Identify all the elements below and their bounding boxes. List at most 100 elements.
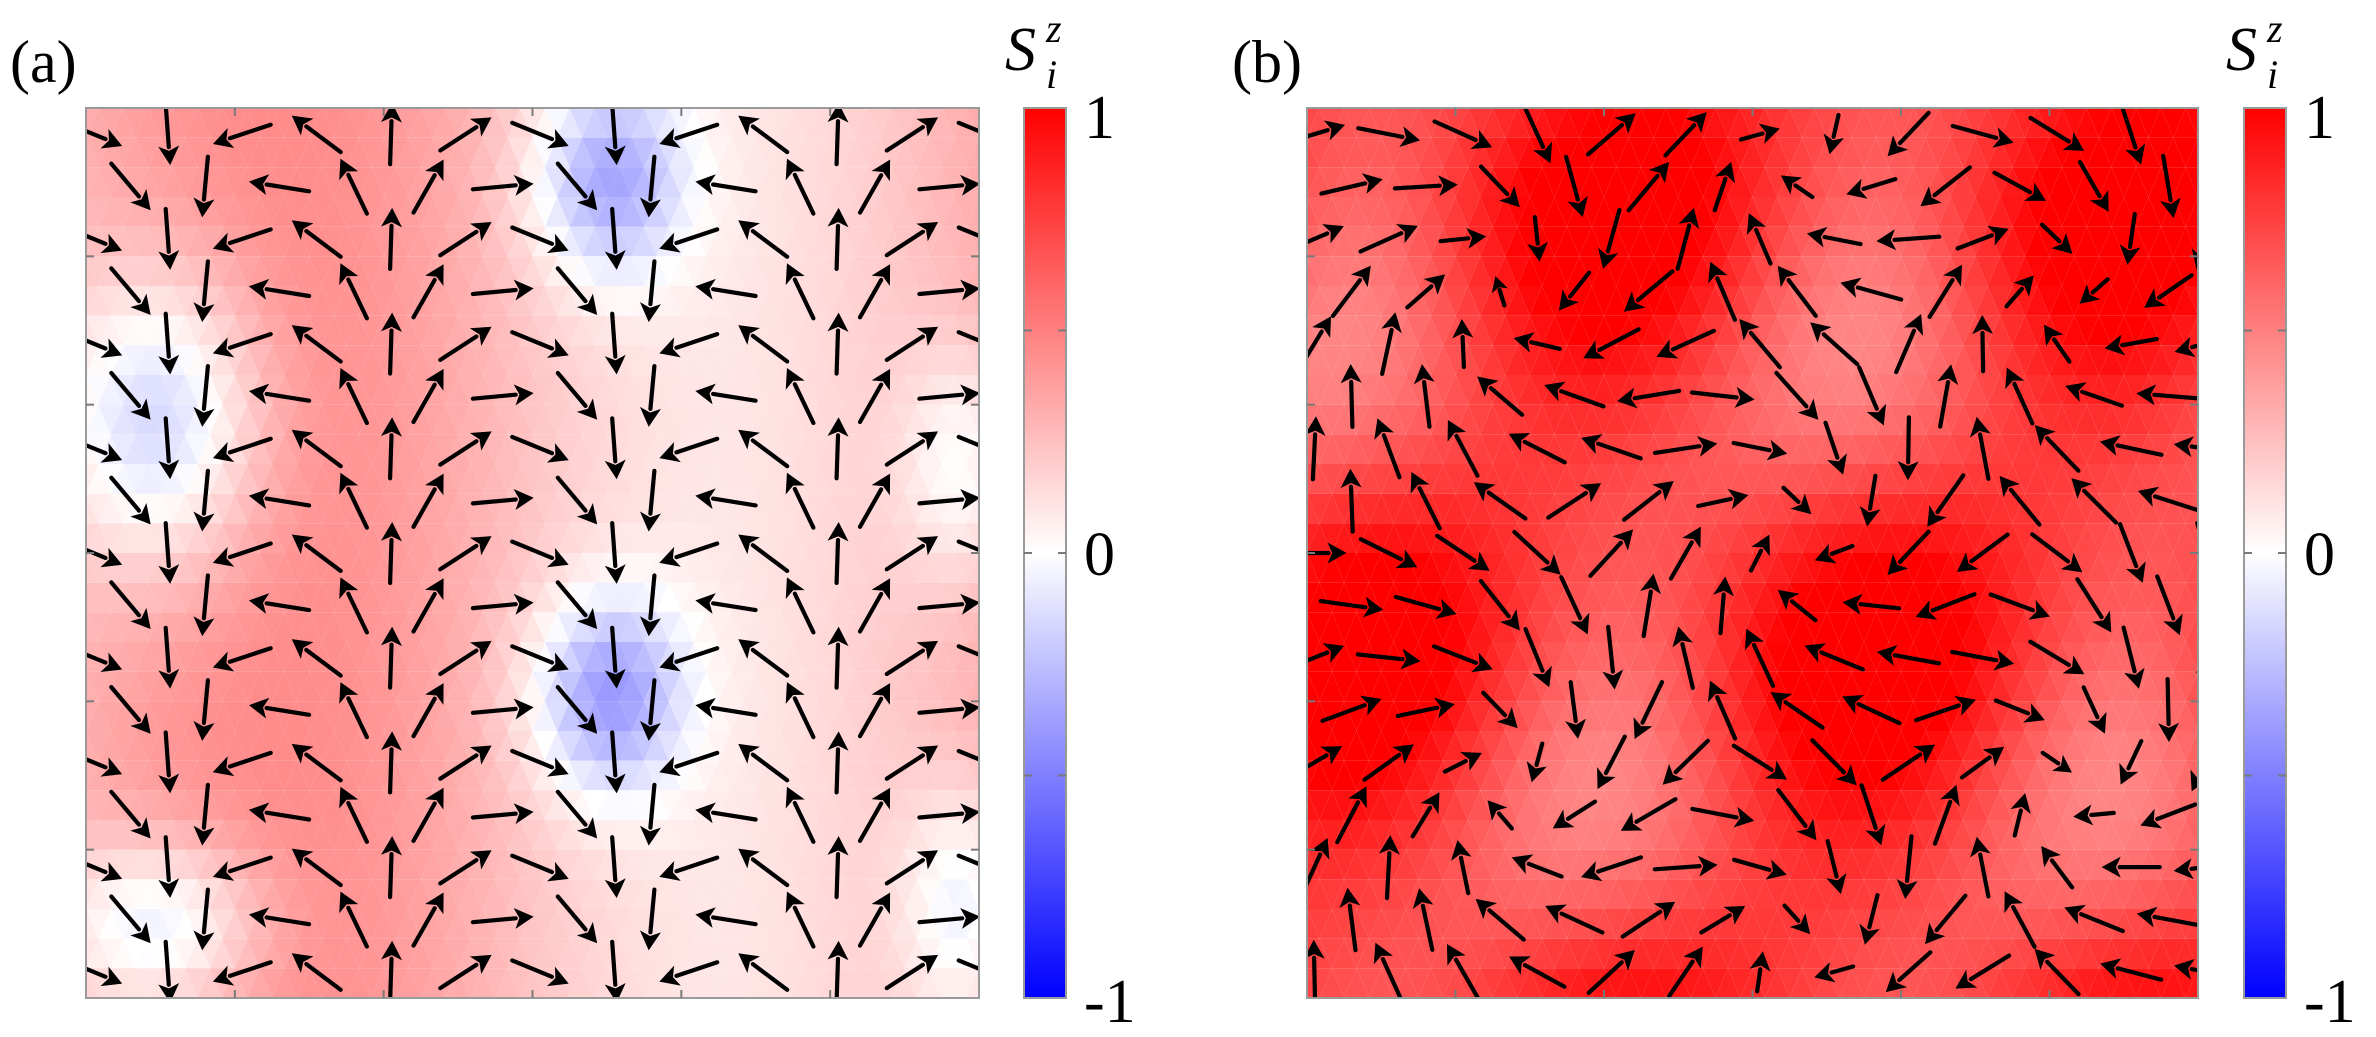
sz-cell: [569, 108, 595, 138]
sz-cell: [1950, 642, 1976, 672]
sz-cell: [1802, 375, 1827, 405]
sz-cell: [210, 879, 235, 909]
sz-cell: [247, 671, 272, 702]
sz-cell: [408, 879, 434, 909]
sz-cell: [2123, 167, 2149, 197]
sz-cell: [855, 345, 880, 375]
sz-cell: [1665, 256, 1691, 286]
sz-cell: [1554, 256, 1580, 286]
sz-cell: [1678, 820, 1703, 850]
sz-cell: [2148, 938, 2174, 969]
sz-cell: [1517, 553, 1543, 583]
panel-a-colorbar-subscript: i: [1046, 52, 1057, 97]
sz-cell: [420, 612, 446, 642]
sz-cell: [2099, 553, 2124, 583]
sz-cell: [631, 315, 657, 346]
sz-cell: [1740, 938, 1765, 969]
sz-cell: [569, 553, 595, 583]
sz-cell: [1628, 464, 1654, 494]
sz-cell: [259, 760, 285, 791]
sz-cell: [309, 434, 335, 464]
sz-cell: [681, 879, 707, 909]
sz-cell: [222, 671, 248, 702]
sz-cell: [1703, 760, 1728, 791]
sz-cell: [1876, 256, 1901, 286]
sz-cell: [197, 137, 223, 168]
sz-cell: [1406, 849, 1431, 880]
sz-cell: [222, 879, 248, 909]
sz-cell: [1752, 493, 1778, 524]
sz-cell: [1492, 464, 1518, 494]
sz-cell: [1579, 909, 1604, 939]
sz-cell: [1777, 879, 1802, 909]
sz-cell: [1752, 286, 1778, 316]
panel-b: (b) S z i 1 0 -1: [1232, 6, 2356, 1036]
sz-cell: [594, 701, 620, 731]
sz-cell: [1641, 790, 1666, 820]
sz-cell: [1455, 909, 1481, 939]
sz-cell: [2185, 464, 2198, 494]
sz-cell: [1901, 731, 1926, 761]
sz-cell: [1962, 197, 1988, 227]
sz-cell: [582, 879, 607, 909]
sz-cell: [1591, 790, 1617, 820]
sz-cell: [148, 582, 173, 613]
sz-cell: [61, 108, 86, 138]
sz-cell: [1579, 108, 1604, 138]
spin-arrow: [604, 520, 626, 584]
sz-cell: [1356, 493, 1382, 524]
sz-cell: [197, 760, 223, 791]
spin-arrow: [1840, 277, 1904, 302]
sz-cell: [656, 286, 682, 316]
sz-cell: [979, 405, 1004, 435]
sz-cell: [86, 849, 111, 880]
sz-cell: [805, 938, 831, 969]
sz-cell: [2123, 493, 2149, 524]
sz-cell: [1690, 879, 1716, 909]
sz-cell: [1715, 315, 1741, 346]
sz-cell: [210, 938, 235, 969]
sz-cell: [1579, 404, 1604, 435]
sz-cell: [1307, 256, 1320, 286]
sz-cell: [309, 790, 335, 820]
sz-cell: [1628, 315, 1654, 346]
sz-cell: [482, 553, 508, 583]
sz-cell: [1381, 612, 1406, 642]
sz-cell: [284, 345, 310, 375]
sz-cell: [1727, 404, 1753, 435]
sz-cell: [1282, 701, 1307, 731]
sz-cell: [2024, 345, 2050, 375]
sz-cell: [86, 315, 111, 346]
sz-cell: [1962, 909, 1988, 939]
sz-cell: [420, 879, 446, 909]
sz-cell: [420, 820, 446, 850]
sz-cell: [185, 671, 210, 702]
spin-arrow: [2071, 478, 2119, 525]
sz-cell: [272, 464, 297, 494]
sz-cell: [954, 137, 979, 168]
sz-cell: [1381, 879, 1406, 909]
sz-cell: [954, 731, 979, 761]
sz-cell: [2086, 315, 2112, 346]
sz-cell: [941, 968, 967, 998]
sz-cell: [2049, 760, 2075, 791]
sz-cell: [2061, 701, 2087, 731]
sz-cell: [892, 375, 917, 405]
sz-cell: [358, 493, 384, 524]
sz-cell: [1641, 612, 1666, 642]
sz-cell: [2210, 850, 2235, 880]
sz-cell: [1752, 167, 1778, 197]
spin-arrow: [1859, 473, 1881, 527]
sz-cell: [470, 256, 496, 286]
sz-cell: [383, 909, 409, 939]
sz-cell: [445, 642, 471, 672]
sz-cell: [2136, 137, 2161, 168]
sz-cell: [631, 642, 657, 672]
sz-cell: [458, 760, 483, 791]
sz-cell: [1703, 523, 1728, 553]
sz-cell: [1307, 790, 1332, 820]
spin-arrow: [470, 593, 534, 615]
sz-cell: [1876, 464, 1901, 494]
sz-cell: [755, 464, 781, 494]
sz-cell: [532, 197, 558, 227]
